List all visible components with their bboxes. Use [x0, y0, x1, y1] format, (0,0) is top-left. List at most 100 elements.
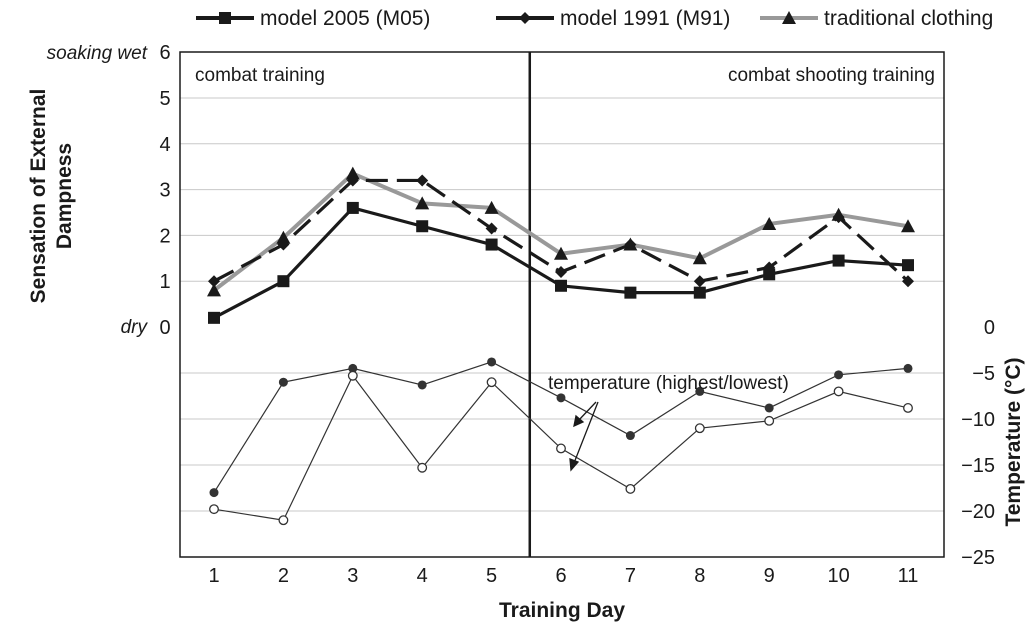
- y2-tick-label: −5: [972, 363, 995, 385]
- phase-label-combat-training: combat training: [195, 65, 325, 86]
- model-2005-point: [624, 286, 637, 299]
- y-tick-label: 2: [159, 225, 170, 247]
- temperature-highest-point: [209, 488, 219, 498]
- x-tick-label: 8: [694, 565, 705, 587]
- gridlines: [180, 97, 944, 512]
- y2-tick-label: 0: [984, 317, 995, 339]
- x-tick-label: 11: [898, 565, 919, 587]
- legend-label-model-2005: model 2005 (M05): [260, 7, 430, 30]
- legend-marker-model-2005: [219, 12, 231, 24]
- y-axis-label: Sensation of External Dampness: [27, 89, 76, 304]
- temperature-lowest-point: [486, 377, 497, 388]
- y-tick-label: 1: [159, 271, 170, 293]
- model-1991-point: [208, 275, 220, 288]
- y2-tick-label: −25: [961, 547, 995, 569]
- traditional-clothing-point: [762, 216, 777, 230]
- temperature-highest-point: [625, 431, 635, 441]
- phase-label-combat-shooting-training: combat shooting training: [728, 65, 935, 86]
- dampness-series: [207, 166, 915, 324]
- temperature-highest-point: [417, 380, 427, 390]
- x-tick-label: 3: [347, 565, 358, 587]
- x-axis-ticks: 1 2 3 4 5 6 7 8 9 10 11: [208, 565, 918, 587]
- traditional-clothing-point: [692, 251, 707, 265]
- temperature-annotation-arrows: [569, 401, 599, 472]
- traditional-clothing-point: [207, 283, 221, 297]
- y-tick-label: 5: [159, 88, 170, 110]
- model-1991-point: [624, 238, 637, 251]
- y2-tick-label: −20: [961, 501, 995, 523]
- y2-tick-label: −10: [961, 409, 995, 431]
- y-tick-label: 4: [159, 134, 170, 156]
- legend: model 2005 (M05) model 1991 (M91) traditio…: [196, 7, 993, 30]
- temperature-highest-point: [278, 377, 288, 387]
- model-2005-point: [208, 311, 220, 324]
- model-1991-point: [346, 174, 359, 187]
- plot-frame: [179, 51, 945, 558]
- traditional-clothing-point: [415, 196, 430, 210]
- model-1991-point: [902, 275, 914, 288]
- model-1991-point: [277, 238, 290, 251]
- temperature-highest-point: [764, 403, 774, 413]
- model-2005-point: [277, 275, 290, 288]
- x-tick-label: 1: [208, 565, 219, 587]
- y-bottom-label: dry: [121, 317, 149, 338]
- traditional-clothing-point: [901, 219, 915, 233]
- x-tick-label: 10: [827, 565, 849, 587]
- temperature-series: [209, 357, 913, 526]
- temperature-highest-point: [556, 393, 566, 403]
- y2-tick-label: −15: [961, 455, 995, 477]
- model-2005-point: [832, 254, 845, 267]
- legend-marker-model-1991: [519, 12, 531, 24]
- y-top-label: soaking wet: [47, 43, 148, 64]
- temperature-lowest-point: [417, 462, 428, 473]
- temperature-lowest-point: [764, 415, 775, 426]
- model-2005-point: [346, 201, 359, 214]
- temperature-highest-point: [348, 363, 358, 373]
- x-tick-label: 5: [486, 565, 497, 587]
- x-tick-label: 9: [764, 565, 775, 587]
- x-tick-label: 4: [417, 565, 428, 587]
- y-tick-label: 0: [159, 317, 170, 339]
- model-2005-point: [693, 286, 706, 299]
- x-tick-label: 2: [278, 565, 289, 587]
- model-2005-point: [902, 259, 914, 272]
- temperature-lowest-point: [556, 443, 566, 454]
- y-tick-label: 6: [159, 42, 170, 64]
- traditional-clothing-point: [345, 166, 360, 180]
- model-1991-point: [555, 266, 567, 279]
- temperature-highest-point: [903, 363, 913, 373]
- temperature-lowest-point: [625, 483, 636, 494]
- temperature-lowest-point: [278, 515, 289, 526]
- temperature-lowest-point: [833, 386, 844, 397]
- temperature-highest-point: [487, 357, 497, 367]
- model-1991-point: [832, 211, 845, 224]
- model-2005-line: [213, 206, 909, 320]
- y-tick-label: 3: [159, 180, 170, 202]
- legend-label-traditional-clothing: traditional clothing: [824, 7, 993, 30]
- legend-marker-traditional-clothing: [782, 11, 796, 24]
- legend-label-model-1991: model 1991 (M91): [560, 7, 730, 30]
- model-1991-point: [485, 222, 498, 235]
- model-1991-point: [416, 174, 429, 187]
- temperature-lowest-point: [903, 403, 913, 413]
- x-tick-label: 7: [625, 565, 636, 587]
- y2-axis-label: Temperature (°C): [1002, 357, 1025, 526]
- model-2005-point: [416, 220, 429, 233]
- temperature-lowest-point: [209, 504, 219, 515]
- temperature-highest-point: [834, 370, 844, 380]
- traditional-clothing-point: [554, 246, 568, 260]
- y2-axis-ticks: 0 −5 −10 −15 −20 −25: [961, 317, 995, 569]
- model-2005-point: [555, 279, 567, 292]
- model-1991-point: [693, 275, 706, 288]
- x-tick-label: 6: [555, 565, 566, 587]
- temperature-lowest-point: [694, 423, 705, 434]
- x-axis-label: Training Day: [499, 599, 625, 622]
- temperature-annotation: temperature (highest/lowest): [548, 373, 789, 394]
- model-2005-point: [763, 268, 776, 281]
- y-axis-ticks: 0 1 2 3 4 5 6: [159, 42, 170, 339]
- traditional-clothing-point: [484, 200, 499, 214]
- temperature-highest-point: [695, 386, 705, 396]
- model-2005-point: [485, 238, 498, 251]
- temperature-lowest-point: [347, 370, 358, 381]
